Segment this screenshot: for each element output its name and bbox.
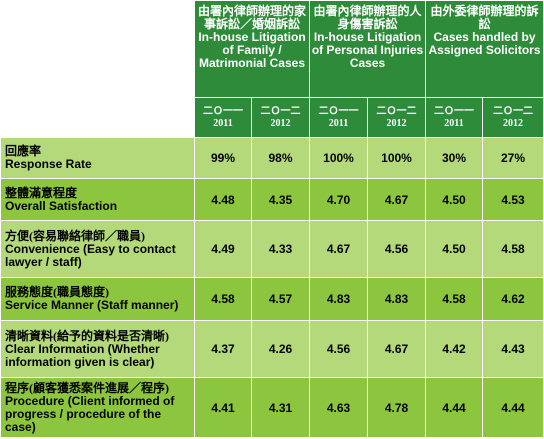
value-cell: 27% [481, 137, 544, 179]
year-cell: 二Ｏ一一 2011 [425, 97, 483, 138]
row-label-zh: 整體滿意程度 [5, 185, 78, 200]
value-cell: 4.48 [194, 178, 252, 221]
corner-blank-cell [0, 0, 195, 138]
value-cell: 4.67 [309, 220, 368, 278]
year-cell: 二Ｏ一一 2011 [194, 97, 252, 138]
year-zh: 二Ｏ一一 [434, 105, 474, 117]
value-cell: 4.50 [425, 220, 483, 278]
value-cell: 4.53 [481, 178, 544, 221]
value-cell: 98% [251, 137, 310, 179]
row-label-zh: 程序(顧客獲悉案件進展／程序) [5, 380, 169, 395]
row-label: 清晰資料(給予的資料是否清晰) Clear Information (Whethe… [0, 320, 195, 378]
value-cell: 4.33 [251, 220, 310, 278]
year-zh: 二Ｏ一一 [203, 105, 243, 117]
row-label-en: Overall Satisfaction [5, 198, 118, 213]
row-label-zh: 回應率 [5, 144, 42, 158]
value-cell: 4.83 [309, 277, 368, 321]
group-header-family: 由署內律師辦理的家事訴訟／婚姻訴訟 In-house Litigation of… [194, 0, 310, 98]
value-cell: 4.50 [425, 178, 483, 221]
year-num: 2011 [444, 117, 464, 129]
row-label: 整體滿意程度 Overall Satisfaction [0, 178, 195, 221]
value-cell: 4.26 [251, 320, 310, 378]
table-row: 整體滿意程度 Overall Satisfaction 4.48 4.35 4.7… [0, 178, 544, 221]
table-row: 回應率 Response Rate 99% 98% 100% 100% 30% 2… [0, 137, 544, 179]
value-cell: 4.62 [481, 277, 544, 321]
row-label: 服務態度(職員態度) Service Manner (Staff manner) [0, 277, 195, 321]
value-cell: 4.78 [367, 377, 426, 438]
value-cell: 4.43 [481, 320, 544, 378]
year-num: 2011 [328, 117, 349, 129]
row-label-en: Service Manner (Staff manner) [5, 298, 179, 312]
value-cell: 100% [309, 137, 368, 179]
group-header-zh: 由署內律師辦理的家事訴訟／婚姻訴訟 [197, 4, 306, 31]
year-header-row: 二Ｏ一一 2011 二Ｏ一二 2012 二Ｏ一一 2011 二Ｏ一二 2012 二Ｏ一一… [1, 97, 544, 138]
row-label-zh: 方便(容易聯絡律師／職員) [5, 228, 145, 243]
row-label-en: Clear Information (Whether information g… [5, 341, 160, 369]
group-header-zh: 由外委律師辦理的訴訟 [430, 4, 539, 31]
value-cell: 4.44 [481, 377, 544, 438]
row-label-zh: 服務態度(職員態度) [5, 285, 109, 299]
value-cell: 4.35 [251, 178, 310, 221]
value-cell: 4.83 [367, 277, 426, 321]
value-cell: 100% [367, 137, 426, 179]
group-header-zh: 由署內律師辦理的人身傷害訴訟 [313, 4, 422, 31]
value-cell: 30% [425, 137, 483, 179]
group-header-en: Cases handled by Assigned Solicitors [428, 30, 541, 57]
year-cell: 二Ｏ一一 2011 [309, 97, 368, 138]
year-num: 2011 [213, 117, 233, 129]
value-cell: 4.70 [309, 178, 368, 221]
value-cell: 4.58 [425, 277, 483, 321]
value-cell: 4.57 [251, 277, 310, 321]
row-label: 程序(顧客獲悉案件進展／程序) Procedure (Client informe… [0, 377, 195, 438]
value-cell: 4.58 [481, 220, 544, 278]
group-header-assigned-solicitors: 由外委律師辦理的訴訟 Cases handled by Assigned Sol… [424, 0, 544, 98]
year-cell: 二Ｏ一二 2012 [367, 97, 426, 138]
row-label: 回應率 Response Rate [0, 137, 195, 179]
table-row: 方便(容易聯絡律師／職員) Convenience (Easy to contac… [0, 220, 544, 278]
value-cell: 4.31 [251, 377, 310, 438]
value-cell: 4.37 [194, 320, 252, 378]
year-zh: 二Ｏ一二 [376, 105, 417, 117]
group-header-en: In-house Litigation of Family / Matrimon… [198, 30, 306, 70]
group-header-row: 由署內律師辦理的家事訴訟／婚姻訴訟 In-house Litigation of… [0, 0, 544, 138]
value-cell: 4.49 [194, 220, 252, 278]
group-header-personal-injuries: 由署內律師辦理的人身傷害訴訟 In-house Litigation of Pe… [309, 0, 426, 98]
row-label-en: Response Rate [5, 157, 92, 171]
table-row: 程序(顧客獲悉案件進展／程序) Procedure (Client informe… [0, 377, 544, 438]
value-cell: 4.56 [309, 320, 368, 378]
value-cell: 4.63 [309, 377, 368, 438]
value-cell: 4.58 [194, 277, 252, 321]
year-cell: 二Ｏ一二 2012 [481, 97, 544, 138]
group-header-en: In-house Litigation of Personal Injuries… [311, 30, 424, 70]
value-cell: 4.41 [194, 377, 252, 438]
year-zh: 二Ｏ一一 [318, 105, 359, 117]
row-label-en: Convenience (Easy to contact lawyer / st… [5, 241, 176, 269]
value-cell: 4.67 [367, 178, 426, 221]
year-num: 2012 [503, 117, 523, 129]
row-label-zh: 清晰資料(給予的資料是否清晰) [5, 328, 169, 343]
table-row: 服務態度(職員態度) Service Manner (Staff manner) … [0, 277, 544, 321]
value-cell: 4.56 [367, 220, 426, 278]
table-row: 清晰資料(給予的資料是否清晰) Clear Information (Whethe… [0, 320, 544, 378]
value-cell: 4.67 [367, 320, 426, 378]
year-cell: 二Ｏ一二 2012 [251, 97, 310, 138]
year-zh: 二Ｏ一二 [493, 105, 533, 117]
year-num: 2012 [270, 117, 291, 129]
value-cell: 4.44 [425, 377, 483, 438]
value-cell: 4.42 [425, 320, 483, 378]
row-label: 方便(容易聯絡律師／職員) Convenience (Easy to contac… [0, 220, 195, 278]
year-zh: 二Ｏ一二 [260, 105, 301, 117]
year-num: 2012 [386, 117, 407, 129]
value-cell: 99% [194, 137, 252, 179]
row-label-en: Procedure (Client informed of progress /… [5, 393, 175, 434]
